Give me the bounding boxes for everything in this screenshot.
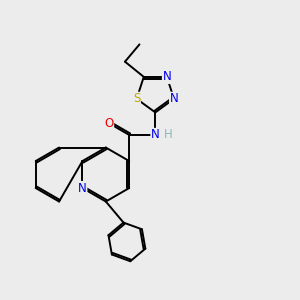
Text: N: N: [163, 70, 171, 83]
Text: N: N: [78, 182, 87, 194]
Text: N: N: [169, 92, 178, 105]
Text: H: H: [164, 128, 172, 141]
Text: S: S: [133, 92, 140, 105]
Text: N: N: [151, 128, 160, 141]
Text: O: O: [104, 117, 114, 130]
